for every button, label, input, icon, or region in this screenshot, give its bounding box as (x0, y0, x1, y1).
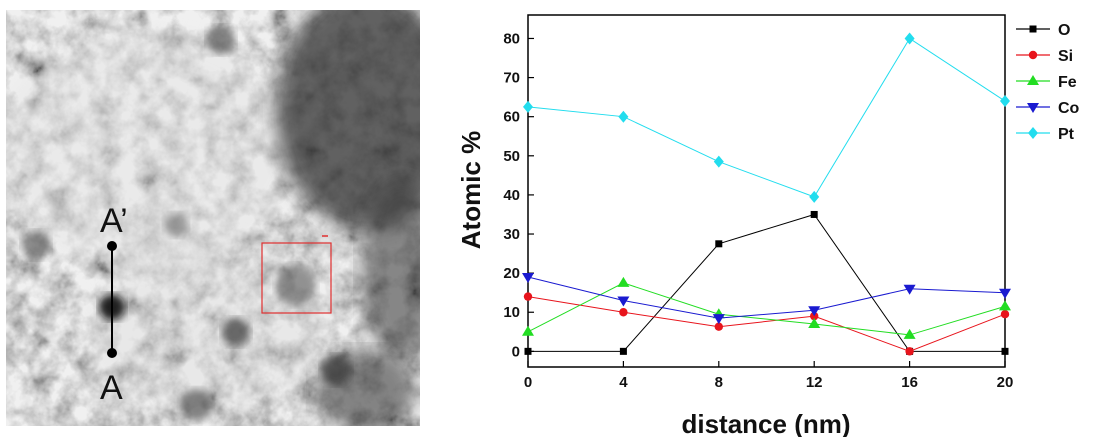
y-tick-label: 0 (512, 343, 520, 360)
data-point-co (808, 306, 821, 317)
selection-box (261, 242, 332, 314)
line-chart: 0 10 20 30 40 50 60 70 80 0 4 8 12 16 20 distance (nm… (456, 14, 1080, 437)
data-point-fe (808, 317, 821, 328)
x-tick-label: 0 (524, 374, 532, 391)
data-point-pt (618, 110, 629, 123)
legend-marker (1028, 50, 1038, 60)
y-tick-label: 80 (503, 30, 520, 47)
legend-item-o: O (1016, 22, 1070, 39)
x-tick-label: 16 (901, 374, 918, 391)
data-point-co (617, 296, 630, 307)
x-tick-label: 20 (997, 374, 1014, 391)
legend-marker (1028, 127, 1038, 139)
legend-label: Si (1058, 48, 1073, 65)
legend-marker (1027, 103, 1039, 113)
legend-marker (1027, 75, 1039, 85)
x-tick-label: 8 (715, 374, 723, 391)
x-axis-title: distance (nm) (681, 409, 850, 437)
data-point-o (619, 347, 627, 355)
legend-item-co: Co (1016, 100, 1080, 117)
legend-item-fe: Fe (1016, 74, 1077, 91)
y-tick-label: 40 (503, 187, 520, 204)
data-point-si (619, 308, 628, 317)
series-line-fe (527, 282, 1006, 336)
data-point-fe (999, 300, 1011, 311)
data-point-co (712, 314, 725, 325)
data-point-si (905, 347, 914, 356)
y-tick-label: 10 (503, 304, 520, 321)
data-point-fe (903, 328, 916, 339)
data-point-o (524, 347, 532, 355)
series-o (524, 210, 1009, 355)
series-line-si (527, 296, 1006, 352)
tem-micrograph: A’ A (6, 10, 420, 426)
series-line-pt (527, 37, 1006, 198)
series-line-o (528, 213, 1005, 352)
data-point-co (903, 284, 916, 295)
y-tick-label: 30 (503, 226, 520, 243)
data-point-pt (523, 100, 533, 113)
data-point-si (714, 322, 723, 331)
data-point-pt (809, 190, 820, 203)
legend-label: Co (1058, 100, 1080, 117)
legend-item-si: Si (1016, 48, 1073, 65)
data-point-co (999, 288, 1011, 299)
data-point-fe (617, 276, 630, 287)
profile-end-dot (107, 348, 117, 358)
legend-marker (1029, 25, 1037, 33)
marker-label-top: A’ (100, 202, 128, 240)
y-tick-label: 60 (503, 109, 520, 126)
series-si (523, 292, 1010, 356)
y-axis-title: Atomic % (456, 131, 486, 249)
legend-label: O (1058, 22, 1070, 39)
data-point-pt (904, 32, 915, 45)
data-point-pt (713, 155, 724, 168)
data-point-fe (522, 325, 534, 336)
data-point-o (810, 210, 818, 218)
data-point-co (522, 273, 534, 284)
legend: O Si Fe Co Pt (1016, 22, 1080, 143)
y-tick-label: 50 (503, 148, 520, 165)
legend-label: Pt (1058, 126, 1075, 143)
y-tick-label: 20 (503, 265, 520, 282)
marker-label-bottom: A (100, 369, 123, 407)
data-point-si (523, 292, 533, 301)
legend-item-pt: Pt (1016, 126, 1075, 143)
x-tick-label: 4 (619, 374, 628, 391)
legend-label: Fe (1058, 74, 1077, 91)
data-point-o (715, 240, 723, 248)
plot-area (527, 14, 1006, 368)
series-co (522, 273, 1011, 325)
series-pt (523, 32, 1010, 203)
x-tick-label: 12 (806, 374, 823, 391)
profile-start-dot (107, 241, 117, 251)
data-point-o (1001, 347, 1009, 355)
data-point-si (1000, 310, 1010, 319)
series-line-co (527, 276, 1006, 319)
data-point-pt (1000, 95, 1010, 108)
y-tick-label: 70 (503, 70, 520, 87)
